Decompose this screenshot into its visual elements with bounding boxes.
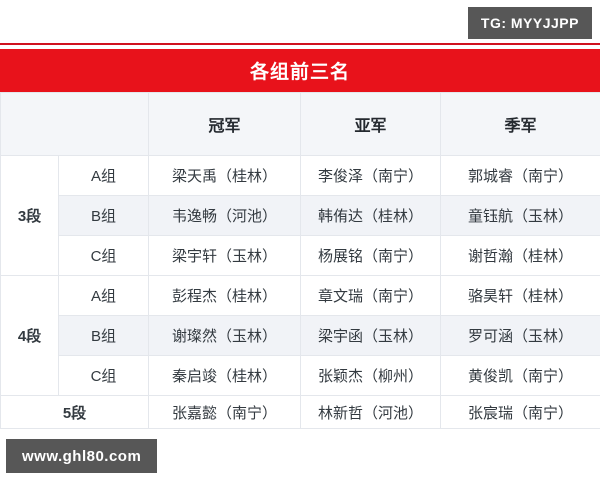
rank-cell-4dan: 4段 bbox=[0, 275, 59, 396]
champion-cell: 张嘉懿（南宁） bbox=[148, 395, 301, 429]
champion-cell: 韦逸畅（河池） bbox=[148, 195, 301, 236]
group-cell: B组 bbox=[58, 195, 149, 236]
page-title-banner: 各组前三名 bbox=[0, 49, 600, 92]
runner-up-cell: 杨展铭（南宁） bbox=[300, 235, 441, 276]
group-cell: A组 bbox=[58, 155, 149, 196]
champion-cell: 梁宇轩（玉林） bbox=[148, 235, 301, 276]
third-cell: 黄俊凯（南宁） bbox=[440, 355, 600, 396]
champion-cell: 谢璨然（玉林） bbox=[148, 315, 301, 356]
runner-up-cell: 林新哲（河池） bbox=[300, 395, 441, 429]
table-row: C组 梁宇轩（玉林） 杨展铭（南宁） 谢哲瀚（桂林） bbox=[1, 235, 600, 276]
group-cell: C组 bbox=[58, 235, 149, 276]
third-cell: 童钰航（玉林） bbox=[440, 195, 600, 236]
third-cell: 张宸瑞（南宁） bbox=[440, 395, 600, 429]
watermark-site-badge: www.ghl80.com bbox=[6, 439, 158, 473]
third-cell: 骆昊轩（桂林） bbox=[440, 275, 600, 316]
table-row: 3段 A组 梁天禹（桂林） 李俊泽（南宁） 郭城睿（南宁） bbox=[0, 155, 600, 276]
top-divider-line bbox=[0, 43, 600, 45]
group-cell: C组 bbox=[58, 355, 149, 396]
runner-up-cell: 李俊泽（南宁） bbox=[300, 155, 441, 196]
rank-cell-5dan: 5段 bbox=[0, 395, 149, 429]
page-title: 各组前三名 bbox=[249, 62, 350, 83]
table-row: B组 韦逸畅（河池） 韩侑达（桂林） 童钰航（玉林） bbox=[1, 195, 600, 236]
table-row: C组 秦启竣（桂林） 张颖杰（柳州） 黄俊凯（南宁） bbox=[1, 355, 600, 396]
runner-up-cell: 梁宇函（玉林） bbox=[300, 315, 441, 356]
third-cell: 谢哲瀚（桂林） bbox=[440, 235, 600, 276]
telegram-badge: TG: MYYJJPP bbox=[467, 7, 592, 39]
header-runner-up: 亚军 bbox=[300, 92, 441, 156]
results-table: 冠军 亚军 季军 3段 A组 梁天禹（桂林） 李俊泽（南宁） 郭城睿（南宁） B… bbox=[0, 92, 600, 429]
champion-cell: 彭程杰（桂林） bbox=[148, 275, 301, 316]
table-header-row: 冠军 亚军 季军 bbox=[0, 92, 600, 156]
runner-up-cell: 张颖杰（柳州） bbox=[300, 355, 441, 396]
runner-up-cell: 章文瑞（南宁） bbox=[300, 275, 441, 316]
rank-cell-3dan: 3段 bbox=[0, 155, 59, 276]
champion-cell: 梁天禹（桂林） bbox=[148, 155, 301, 196]
group-cell: B组 bbox=[58, 315, 149, 356]
table-row: 5段 张嘉懿（南宁） 林新哲（河池） 张宸瑞（南宁） bbox=[0, 395, 600, 429]
table-row: 4段 A组 彭程杰（桂林） 章文瑞（南宁） 骆昊轩（桂林） bbox=[0, 275, 600, 396]
champion-cell: 秦启竣（桂林） bbox=[148, 355, 301, 396]
third-cell: 罗可涵（玉林） bbox=[440, 315, 600, 356]
group-cell: A组 bbox=[58, 275, 149, 316]
third-cell: 郭城睿（南宁） bbox=[440, 155, 600, 196]
runner-up-cell: 韩侑达（桂林） bbox=[300, 195, 441, 236]
header-champion: 冠军 bbox=[148, 92, 301, 156]
header-third: 季军 bbox=[440, 92, 600, 156]
header-blank-cell bbox=[0, 92, 149, 156]
table-row: B组 谢璨然（玉林） 梁宇函（玉林） 罗可涵（玉林） bbox=[1, 315, 600, 356]
